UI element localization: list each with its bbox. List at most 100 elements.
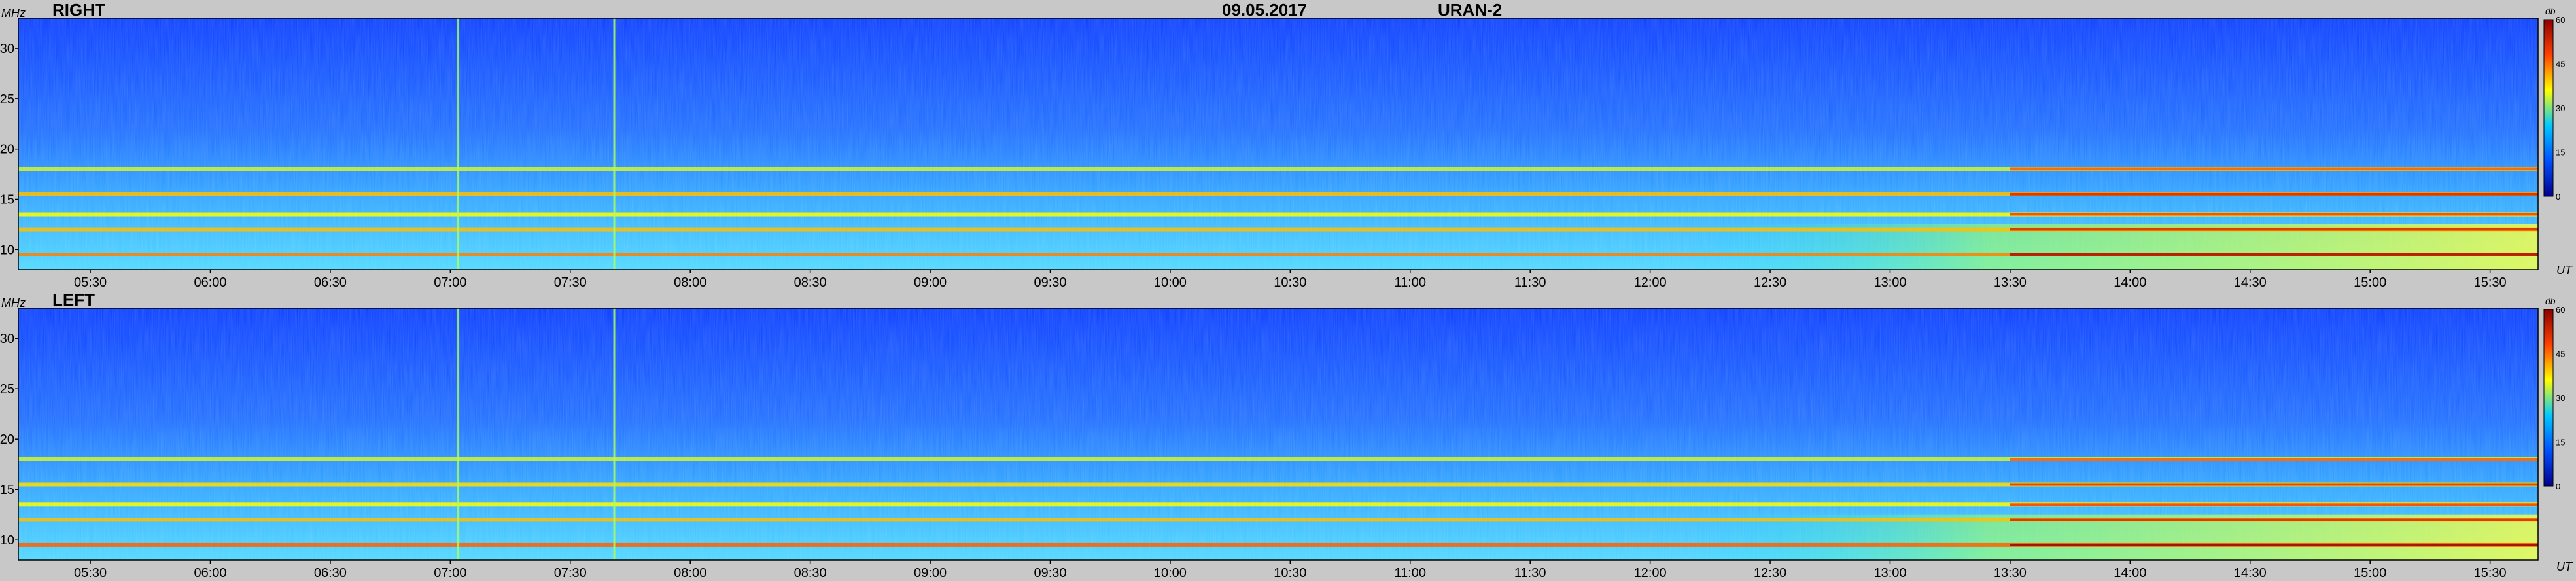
colorbar-tick-label: 30 [2556, 103, 2565, 113]
band-13.5mhz [18, 212, 2538, 217]
band-18mhz-late [2010, 167, 2538, 171]
colorbar-tick-label: 45 [2556, 349, 2565, 359]
colorbar-tick-label: 45 [2556, 60, 2565, 69]
x-tick-label: 07:30 [554, 275, 587, 290]
x-tick-label: 13:30 [1994, 566, 2027, 580]
plot-frame [18, 308, 2539, 561]
band-13.5mhz-late [2010, 213, 2538, 216]
x-tick-label: 13:00 [1873, 566, 1906, 580]
x-tick-label: 13:30 [1994, 275, 2027, 290]
x-tick-label: 07:00 [434, 275, 466, 290]
band-13.5mhz-late [2010, 503, 2538, 506]
x-tick-label: 08:00 [674, 275, 706, 290]
instrument-title: URAN-2 [1438, 0, 1503, 20]
x-tick-label: 06:30 [314, 275, 347, 290]
colorbar-tick-label: 15 [2556, 148, 2565, 158]
x-tick-label: 07:30 [554, 566, 587, 580]
x-unit-label-top: UT [2556, 264, 2572, 277]
cbar-unit-bottom: db [2545, 296, 2556, 306]
date-title: 09.05.2017 [1222, 0, 1308, 20]
x-tick-label: 08:30 [794, 566, 827, 580]
y-tick-label: 10 [0, 243, 14, 257]
panel-label-right: RIGHT [52, 0, 105, 20]
band-18mhz [18, 457, 2538, 461]
x-tick-label: 15:30 [2474, 275, 2507, 290]
colorbar-tick-label: 0 [2556, 192, 2560, 202]
x-tick-label: 09:00 [914, 566, 947, 580]
x-tick-label: 15:00 [2354, 275, 2386, 290]
x-tick-label: 05:30 [74, 275, 107, 290]
x-tick-label: 09:30 [1034, 275, 1066, 290]
y-tick-label: 20 [0, 143, 14, 157]
panel-left: 05:30 06:00 06:30 07:00 07:30 08:00 08:30 09:00… [0, 305, 2565, 580]
x-tick-label: 15:30 [2474, 566, 2507, 580]
band-12mhz [18, 518, 2538, 522]
x-tick-label: 12:30 [1754, 275, 1786, 290]
x-tick-label: 09:30 [1034, 566, 1066, 580]
x-tick-label: 10:00 [1154, 275, 1187, 290]
plot-frame [18, 18, 2539, 270]
band-15.5mhz-late [2010, 483, 2538, 486]
x-tick-label: 09:00 [914, 275, 947, 290]
x-tick-label: 05:30 [74, 566, 107, 580]
band-12mhz-late [2010, 228, 2538, 231]
band-9.5mhz [18, 542, 2538, 547]
x-unit-label-bottom: UT [2556, 560, 2572, 573]
x-tick-label: 10:30 [1274, 275, 1306, 290]
band-9.5mhz [18, 252, 2538, 256]
x-tick-label: 14:00 [2114, 275, 2146, 290]
band-9.5mhz-late [2010, 543, 2538, 546]
band-15.5mhz [18, 482, 2538, 487]
band-12mhz-late [2010, 518, 2538, 521]
y-tick-label: 15 [0, 192, 14, 207]
x-tick-label: 12:30 [1754, 566, 1786, 580]
x-tick-label: 13:00 [1873, 275, 1906, 290]
y-tick-label: 30 [0, 332, 14, 346]
x-tick-label: 08:00 [674, 566, 706, 580]
band-13.5mhz [18, 502, 2538, 507]
x-tick-label: 11:00 [1394, 566, 1426, 580]
colorbar-tick-label: 0 [2556, 482, 2560, 491]
colorbar [2543, 309, 2554, 487]
colorbar [2543, 19, 2554, 197]
warm-region [1690, 224, 2538, 270]
cbar-unit-top: db [2545, 6, 2556, 16]
band-15.5mhz [18, 192, 2538, 196]
x-tick-label: 06:00 [194, 566, 226, 580]
x-tick-label: 12:00 [1634, 275, 1667, 290]
band-18mhz [18, 167, 2538, 171]
y-tick-label: 10 [0, 533, 14, 548]
band-15.5mhz-late [2010, 192, 2538, 196]
x-tick-label: 14:30 [2234, 566, 2267, 580]
x-tick-label: 14:00 [2114, 566, 2146, 580]
colorbar-tick-label: 60 [2556, 305, 2565, 315]
x-tick-label: 08:30 [794, 275, 827, 290]
colorbar-tick-label: 30 [2556, 393, 2565, 403]
y-unit-label-top: MHz [1, 7, 26, 20]
y-tick-label: 15 [0, 483, 14, 497]
x-tick-label: 06:30 [314, 566, 347, 580]
warm-region [1690, 514, 2538, 560]
x-tick-label: 10:30 [1274, 566, 1306, 580]
y-tick-label: 20 [0, 432, 14, 447]
y-unit-label-bottom: MHz [1, 296, 26, 309]
x-tick-label: 11:00 [1394, 275, 1426, 290]
band-12mhz [18, 227, 2538, 232]
x-tick-label: 06:00 [194, 275, 226, 290]
y-tick-label: 30 [0, 42, 14, 56]
x-tick-label: 11:30 [1514, 566, 1546, 580]
x-tick-label: 14:30 [2234, 275, 2267, 290]
band-18mhz-late [2010, 458, 2538, 461]
x-tick-label: 11:30 [1514, 275, 1546, 290]
x-tick-label: 10:00 [1154, 566, 1187, 580]
band-9.5mhz-late [2010, 253, 2538, 256]
y-tick-label: 25 [0, 92, 14, 107]
x-tick-label: 12:00 [1634, 566, 1667, 580]
colorbar-tick-label: 60 [2556, 15, 2565, 25]
y-tick-label: 25 [0, 382, 14, 396]
x-tick-label: 07:00 [434, 566, 466, 580]
panel-right: 05:30 06:00 06:30 07:00 07:30 08:00 08:30 09:00… [0, 15, 2565, 290]
panel-label-left: LEFT [52, 290, 95, 309]
colorbar-tick-label: 15 [2556, 438, 2565, 448]
